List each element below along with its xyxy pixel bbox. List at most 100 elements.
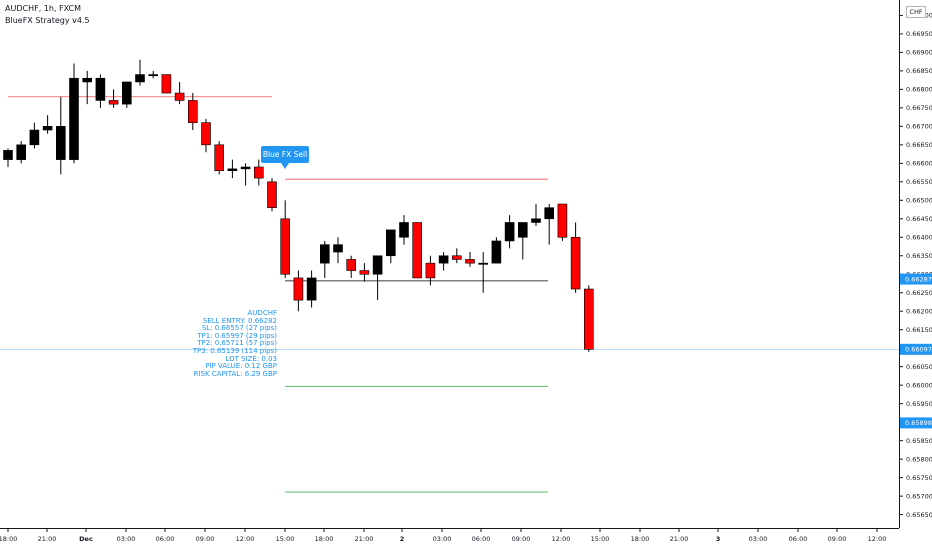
candle-body: [135, 74, 145, 83]
candle-body: [161, 74, 172, 94]
candle: [108, 89, 119, 108]
time-tick-label: 12:00: [868, 535, 887, 543]
time-tick-label: 18:00: [0, 535, 17, 543]
candle-body: [306, 277, 317, 301]
price-tick-label: 0.66850: [906, 67, 932, 75]
candle-body: [583, 288, 594, 350]
symbol-title[interactable]: AUDCHF, 1h, FXCM: [5, 4, 82, 13]
trade-info-line: AUDCHF: [247, 309, 277, 317]
price-axis-tags: 0.66287 0.66097 0.65898: [900, 273, 932, 429]
candle: [583, 285, 594, 352]
candle-body: [42, 126, 53, 131]
price-tick-label: 0.65800: [906, 455, 932, 463]
time-tick-label: 12:00: [552, 535, 571, 543]
price-tick-label: 0.66750: [906, 104, 932, 112]
candle: [82, 70, 92, 105]
candle: [267, 178, 277, 212]
price-tick-label: 0.66700: [906, 123, 932, 131]
candle-body: [188, 100, 198, 123]
sell-signal-label: Blue FX Sell: [261, 146, 309, 169]
time-tick-label: 06:00: [789, 535, 808, 543]
candle-body: [280, 218, 291, 275]
candle: [544, 203, 555, 245]
price-tick-label: 0.66150: [906, 326, 932, 334]
candle: [201, 118, 211, 153]
trade-info-line: LOT SIZE: 0.03: [225, 354, 277, 363]
time-tick-label: 09:00: [512, 535, 531, 543]
price-tick-label: 0.66950: [906, 30, 932, 38]
candle-body: [55, 126, 66, 160]
time-axis[interactable]: 18:00 21:00 Dec 03:00 06:00 09:00 12:00 15:00 18…: [0, 528, 886, 543]
time-tick-label: 06:00: [156, 535, 175, 543]
price-tick-label: 0.66350: [906, 252, 932, 260]
candle-body: [570, 236, 581, 290]
time-tick-label: 2: [400, 535, 405, 543]
price-tag-value: 0.66287: [905, 275, 932, 283]
candle-body: [531, 218, 541, 223]
candle-body: [293, 277, 304, 301]
candle: [346, 255, 357, 278]
currency-label[interactable]: CHF: [906, 6, 926, 18]
candle: [517, 222, 528, 260]
candle-body: [399, 222, 409, 238]
time-tick-label: 15:00: [276, 535, 295, 543]
price-tick-label: 0.65950: [906, 400, 932, 408]
price-tick-label: 0.66900: [906, 49, 932, 57]
candle-body: [544, 207, 555, 220]
price-tick-label: 0.66050: [906, 363, 932, 371]
candle-body: [412, 222, 423, 279]
candle: [3, 148, 13, 168]
candle-body: [69, 77, 79, 160]
price-tick-label: 0.65750: [906, 474, 932, 482]
candle: [161, 74, 172, 94]
candle-body: [122, 81, 132, 105]
candle: [254, 159, 264, 186]
time-tick-label: 18:00: [315, 535, 334, 543]
candle-body: [267, 181, 277, 208]
price-tick-label: 0.66800: [906, 86, 932, 94]
time-tick-label: 09:00: [196, 535, 215, 543]
candle-body: [491, 240, 502, 264]
trade-level-lines: [0, 96, 899, 493]
time-tick-label: 21:00: [355, 535, 374, 543]
candle: [69, 63, 79, 164]
price-tag: 0.66097: [900, 343, 932, 355]
candle: [359, 263, 370, 282]
candle-body: [346, 259, 357, 271]
candle: [148, 70, 158, 79]
candle-body: [227, 168, 238, 172]
price-axis[interactable]: 0.670000.669500.669000.668500.668000.667…: [899, 12, 932, 519]
time-tick-label: 09:00: [828, 535, 847, 543]
candle: [399, 215, 409, 245]
candle: [306, 270, 317, 308]
time-tick-label: 06:00: [472, 535, 491, 543]
candle-body: [504, 222, 515, 242]
time-tick-label: 3: [716, 535, 721, 543]
candle: [557, 203, 568, 241]
candle: [280, 200, 291, 278]
candle-body: [425, 262, 436, 279]
candle-body: [333, 244, 343, 253]
trade-info-line: SELL ENTRY: 0.66282: [202, 316, 277, 325]
trade-info-line: TP1: 0.65997 (29 pips): [197, 331, 277, 340]
price-tick-label: 0.66250: [906, 289, 932, 297]
candle-body: [465, 259, 475, 264]
price-tick-label: 0.66400: [906, 234, 932, 242]
price-tag-value: 0.66097: [905, 346, 932, 354]
candle: [478, 252, 489, 293]
price-tag-bg: [900, 343, 932, 355]
candle-body: [201, 122, 211, 146]
time-tick-label: 03:00: [117, 535, 136, 543]
candlestick-series: [3, 59, 594, 352]
candle-body: [254, 166, 264, 179]
candle: [16, 141, 27, 164]
time-tick-label: 15:00: [591, 535, 610, 543]
strategy-title[interactable]: BlueFX Strategy v4.5: [5, 16, 90, 25]
candle: [385, 229, 396, 264]
price-tag-value: 0.65898: [905, 419, 932, 427]
candle: [174, 81, 185, 105]
candle-body: [372, 255, 383, 275]
candle-body: [108, 100, 119, 105]
candle: [333, 237, 343, 264]
